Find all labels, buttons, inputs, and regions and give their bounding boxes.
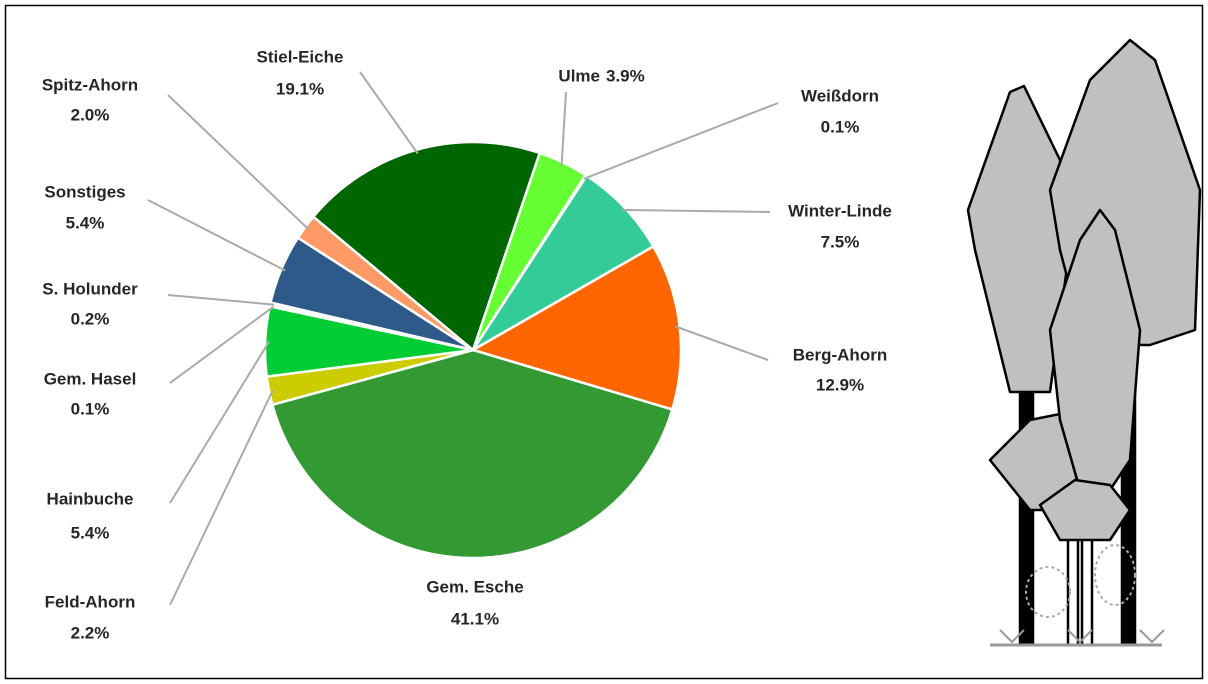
pie-slice [311, 140, 542, 353]
slice-label: Feld-Ahorn [45, 592, 136, 611]
leader-line [621, 208, 771, 213]
grass [999, 629, 1165, 643]
slice-label: Ulme [558, 66, 600, 85]
value-label: 7.5% [821, 232, 860, 251]
leader-line [167, 94, 310, 231]
slice-label: Gem. Hasel [44, 369, 137, 388]
value-label: 0.1% [71, 399, 110, 418]
leader-line [169, 305, 275, 384]
shrub [1094, 544, 1136, 606]
leader-line [167, 294, 275, 306]
value-label: 12.9% [816, 375, 864, 394]
value-label: 41.1% [451, 609, 499, 628]
crown [1048, 208, 1142, 492]
value-label: 0.1% [821, 117, 860, 136]
crown [1038, 478, 1132, 542]
tree-illustration [966, 38, 1202, 647]
leader-line [560, 91, 567, 167]
value-label: 19.1% [276, 79, 324, 98]
slice-label: Stiel-Eiche [257, 47, 344, 66]
leader-line [583, 102, 779, 180]
leader-line [169, 389, 274, 606]
value-label: 2.0% [71, 105, 110, 124]
value-label: 0.2% [71, 309, 110, 328]
leader-line [359, 71, 419, 155]
value-label: 2.2% [71, 623, 110, 642]
value-label: 3.9% [606, 66, 645, 85]
trunk [1066, 528, 1080, 647]
slice-label: Hainbuche [47, 489, 134, 508]
slice-label: Berg-Ahorn [793, 345, 887, 364]
pie-slice [469, 244, 683, 412]
pie [263, 140, 683, 560]
slice-label: Weißdorn [801, 86, 879, 105]
value-label: 5.4% [66, 213, 105, 232]
slice-label: Gem. Esche [426, 577, 523, 596]
slice-label: S. Holunder [42, 279, 138, 298]
leader-line [169, 340, 271, 504]
leader-line [675, 325, 769, 361]
leader-line [147, 199, 286, 272]
slice-label: Sonstiges [44, 182, 125, 201]
pie-slice [270, 348, 674, 560]
slice-label: Winter-Linde [788, 201, 892, 220]
slice-label: Spitz-Ahorn [42, 75, 138, 94]
value-label: 5.4% [71, 523, 110, 542]
shrub [1025, 566, 1071, 618]
trunk [1080, 528, 1094, 647]
